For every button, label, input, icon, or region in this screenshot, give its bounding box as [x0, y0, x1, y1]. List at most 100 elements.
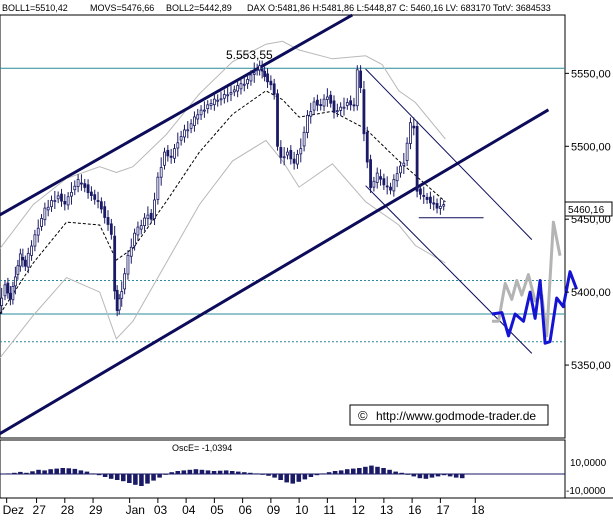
oscillator-bar — [151, 474, 156, 481]
x-tick-label: 10 — [295, 503, 309, 517]
oscillator-bar — [127, 474, 132, 483]
candle-body — [93, 194, 97, 200]
candle-body — [149, 212, 153, 220]
oscillator-bar — [429, 474, 435, 478]
candle-body — [46, 206, 50, 211]
oscillator-bar — [6, 473, 11, 475]
candle-body — [355, 69, 359, 107]
oscillator-bar — [417, 474, 423, 479]
candle-body — [136, 226, 140, 236]
candle-body — [179, 136, 183, 141]
candle-body — [258, 65, 262, 71]
candle-body — [133, 232, 137, 247]
candle-body — [109, 223, 113, 235]
watermark-frame — [349, 404, 549, 426]
candle-body — [173, 148, 176, 159]
oscillator-bar — [272, 474, 277, 478]
oscillator-bar — [332, 471, 338, 474]
candle-body — [216, 99, 220, 102]
oscillator-bar — [48, 469, 53, 474]
candle-body — [315, 99, 319, 106]
oscillator-bar — [193, 469, 199, 474]
bollinger-upper-line — [0, 40, 446, 249]
watermark-url: http://www.godmode-trader.de — [376, 409, 536, 423]
candle-body — [18, 253, 22, 267]
candle-body — [166, 149, 170, 157]
candle-body — [302, 131, 306, 147]
candle-body — [412, 125, 416, 129]
oscillator-bar — [121, 474, 126, 482]
candle-body — [73, 185, 77, 191]
x-tick-label: 17 — [436, 503, 450, 517]
oscillator-bar — [242, 472, 247, 474]
candle-body — [246, 79, 250, 85]
oscillator-bar — [254, 473, 259, 475]
oscillator-bar — [96, 474, 102, 476]
oscillator-bar — [42, 470, 47, 474]
candle-body — [146, 214, 150, 219]
oscillator-bar — [72, 468, 78, 474]
candle-body — [269, 80, 273, 86]
candle-body — [70, 191, 73, 197]
oscillator-bar — [314, 474, 320, 476]
candle-body — [309, 111, 313, 117]
candle-body — [126, 254, 130, 275]
x-tick-label: 27 — [33, 503, 47, 517]
candle-body — [409, 122, 412, 144]
oscillator-bar — [114, 474, 120, 480]
candle-body — [359, 70, 363, 89]
candle-body — [242, 83, 246, 86]
candle-body — [56, 195, 60, 200]
oscillator-bar — [375, 466, 380, 474]
oscillator-bar — [423, 474, 429, 479]
candle-body — [189, 123, 193, 129]
oscillator-bar — [296, 474, 302, 482]
candle-body — [60, 193, 63, 202]
candle-body — [289, 149, 293, 160]
candle-body — [266, 73, 269, 83]
candle-body — [365, 131, 369, 163]
last-price-label: 5460,16 — [568, 205, 605, 216]
header-movs: MOVS=5476,66 — [90, 3, 154, 13]
candle-body — [40, 218, 43, 227]
candle-body — [212, 98, 216, 106]
candle-body — [239, 83, 243, 90]
candle-body — [80, 182, 83, 185]
candle-body — [372, 180, 376, 188]
header-boll1: BOLL1=5510,42 — [2, 3, 68, 13]
candle-body — [375, 172, 379, 183]
candle-body — [349, 100, 353, 106]
oscillator-bar — [447, 474, 453, 477]
x-tick-label: 11 — [323, 503, 336, 517]
candle-body — [435, 203, 439, 209]
candle-body — [96, 200, 100, 202]
forecast-paths — [491, 220, 579, 345]
x-tick-label: Jan — [126, 503, 145, 517]
x-tick-label: 04 — [182, 503, 196, 517]
candle-body — [352, 104, 356, 107]
oscillator-bar — [399, 472, 404, 474]
candle-body — [106, 217, 110, 225]
oscillator-bar — [18, 471, 23, 474]
candle-body — [306, 114, 309, 133]
oscillator-bar — [381, 468, 386, 474]
oscillator-bar — [338, 470, 344, 474]
oscillator-bar — [453, 474, 459, 478]
last-price-box-frame — [564, 201, 613, 217]
candle-body — [63, 201, 67, 205]
price-series — [0, 60, 446, 317]
oscillator-bar — [435, 474, 441, 477]
candle-body — [229, 92, 233, 95]
candle-body — [292, 158, 296, 164]
candle-body — [276, 93, 279, 147]
candle-body — [428, 196, 432, 204]
candle-body — [272, 83, 276, 95]
x-tick-label: 03 — [154, 503, 168, 517]
oscillator-bar — [320, 473, 326, 475]
x-tick-label: 05 — [210, 503, 224, 517]
oscillator-bar — [393, 471, 398, 474]
candle-body — [279, 147, 283, 158]
trend-channels — [0, 13, 550, 435]
candle-body — [83, 183, 87, 188]
